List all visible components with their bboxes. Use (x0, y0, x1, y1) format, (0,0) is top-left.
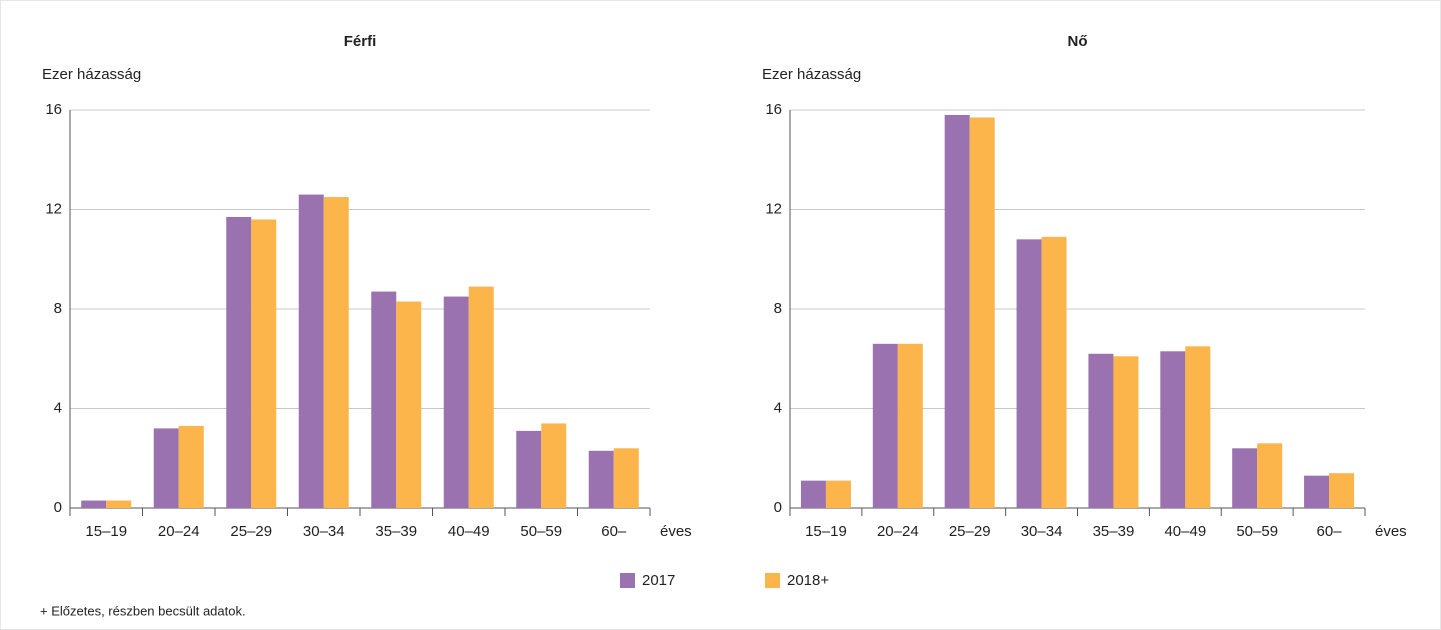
bar (516, 430, 542, 508)
bar (613, 448, 639, 508)
bar (178, 425, 204, 508)
y-tick-label: 4 (54, 399, 62, 416)
y-tick-label: 12 (45, 200, 62, 217)
x-tick-label: 40–49 (1164, 523, 1206, 540)
x-tick-label: 25–29 (949, 523, 991, 540)
x-tick-label: 35–39 (1093, 523, 1135, 540)
chart-title: Nő (1068, 33, 1088, 50)
y-tick-label: 0 (54, 499, 62, 516)
bar (944, 114, 970, 508)
x-tick-label: 35–39 (375, 523, 417, 540)
bar (371, 291, 397, 508)
chart-title: Férfi (344, 33, 377, 50)
bar (897, 343, 923, 508)
bar (298, 194, 324, 508)
y-tick-label: 0 (774, 499, 782, 516)
bar (1160, 351, 1186, 508)
bar (468, 286, 494, 508)
bar (81, 500, 107, 508)
bar (1329, 473, 1355, 508)
x-tick-label: 30–34 (303, 523, 345, 540)
x-tick-label: 30–34 (1021, 523, 1063, 540)
y-axis-label: Ezer házasság (42, 66, 141, 83)
x-axis-label: éves (1375, 523, 1407, 540)
bar (396, 301, 422, 508)
y-tick-label: 12 (765, 200, 782, 217)
x-tick-label: 20–24 (877, 523, 919, 540)
y-tick-label: 8 (54, 300, 62, 317)
bar (541, 423, 567, 508)
y-tick-label: 4 (774, 399, 782, 416)
bar (1113, 356, 1139, 508)
x-tick-label: 40–49 (448, 523, 490, 540)
legend-label: 2017 (642, 572, 675, 589)
bar (1185, 346, 1211, 508)
x-tick-label: 60– (1317, 523, 1343, 540)
bar (323, 197, 349, 508)
x-tick-label: 50–59 (1236, 523, 1278, 540)
bar (1304, 475, 1330, 508)
bar (1257, 443, 1283, 508)
x-tick-label: 15–19 (85, 523, 127, 540)
legend-swatch (765, 573, 780, 588)
bar (443, 296, 469, 508)
y-tick-label: 8 (774, 300, 782, 317)
legend-swatch (620, 573, 635, 588)
x-axis-label: éves (660, 523, 692, 540)
bar (1088, 353, 1114, 508)
bar (1041, 236, 1067, 509)
y-tick-label: 16 (765, 101, 782, 118)
x-tick-label: 20–24 (158, 523, 200, 540)
bar (825, 480, 851, 508)
bar (872, 343, 898, 508)
bar (251, 219, 277, 508)
bar (800, 480, 826, 508)
footnote: + Előzetes, részben becsült adatok. (40, 603, 246, 618)
bar (588, 450, 614, 508)
legend-label: 2018+ (787, 572, 829, 589)
bar (1232, 448, 1258, 508)
bar (106, 500, 132, 508)
bar (153, 428, 179, 508)
bar (226, 216, 252, 508)
x-tick-label: 60– (601, 523, 627, 540)
bar (1016, 239, 1042, 508)
x-tick-label: 50–59 (520, 523, 562, 540)
y-tick-label: 16 (45, 101, 62, 118)
x-tick-label: 15–19 (805, 523, 847, 540)
y-axis-label: Ezer házasság (762, 66, 861, 83)
bar (969, 117, 995, 509)
x-tick-label: 25–29 (230, 523, 272, 540)
